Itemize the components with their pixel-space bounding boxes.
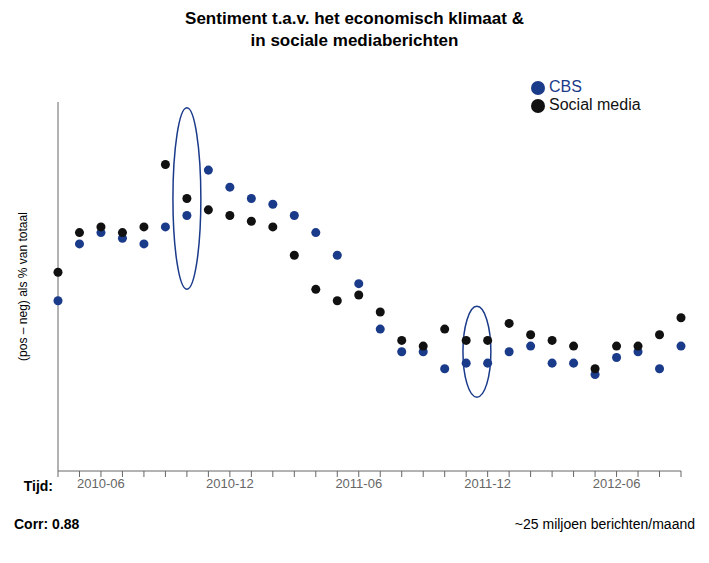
svg-text:Tijd:: Tijd: [24,478,53,494]
svg-text:2010-12: 2010-12 [206,476,254,491]
html-text:in sociale mediaberichten: in sociale mediaberichten [250,31,459,50]
svg-text:2010-06: 2010-06 [77,476,125,491]
html-text:Social media: Social media [549,96,641,113]
html-text:~25 miljoen berichten/maand: ~25 miljoen berichten/maand [514,516,695,532]
html-text:Sentiment t.a.v. het economisc: Sentiment t.a.v. het economisch klimaat … [185,9,524,28]
svg-text:2012-06: 2012-06 [593,476,641,491]
html-text:Corr: 0.88: Corr: 0.88 [14,516,80,532]
svg-text:2011-06: 2011-06 [335,476,382,491]
svg-text:(pos – neg) als % van totaal: (pos – neg) als % van totaal [16,212,30,361]
html-text:CBS: CBS [549,78,582,95]
svg-text:2011-12: 2011-12 [464,476,511,491]
